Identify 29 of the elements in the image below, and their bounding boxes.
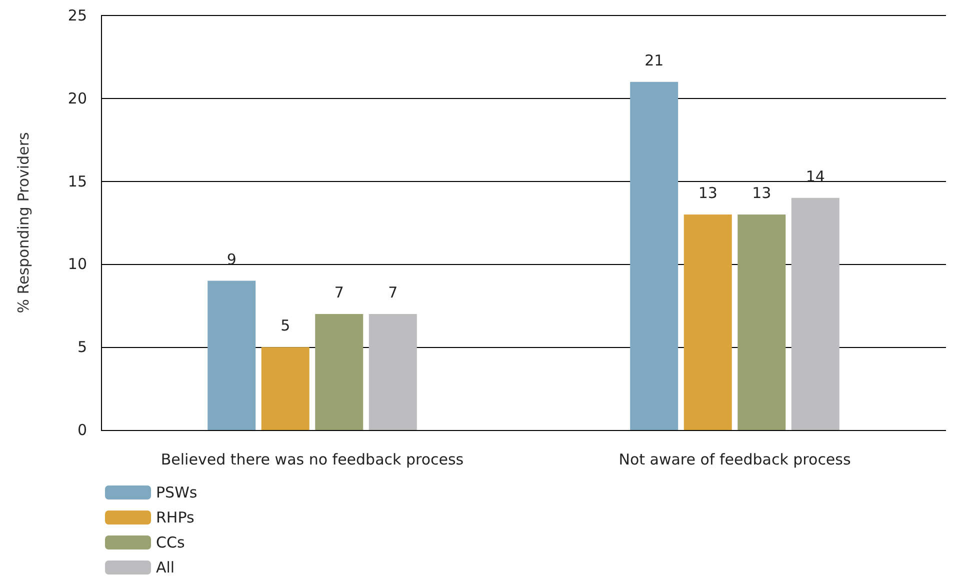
data-label: 7: [334, 283, 344, 302]
legend-label: All: [156, 558, 175, 576]
bar: [738, 214, 786, 430]
legend-label: CCs: [156, 534, 185, 552]
x-tick-label: Not aware of feedback process: [618, 450, 851, 468]
y-axis-title: % Responding Providers: [14, 132, 32, 314]
bar: [208, 280, 256, 430]
y-tick-label: 20: [68, 89, 87, 108]
y-tick-label: 10: [68, 255, 87, 274]
bar: [368, 314, 417, 430]
bar: [791, 198, 840, 430]
data-label: 14: [806, 167, 825, 186]
bar: [315, 314, 364, 430]
data-label: 9: [226, 250, 236, 268]
legend-label: RHPs: [156, 508, 194, 526]
x-tick-label: Believed there was no feedback process: [160, 450, 464, 468]
data-label: 5: [280, 316, 290, 335]
data-label: 21: [644, 51, 664, 70]
legend-label: PSWs: [156, 484, 198, 502]
y-tick-label: 25: [68, 6, 87, 24]
bar: [630, 82, 678, 430]
y-tick-label: 15: [68, 172, 87, 190]
data-label: 7: [388, 283, 398, 302]
bar: [261, 347, 310, 430]
data-label: 13: [752, 184, 772, 202]
data-label: 13: [698, 184, 718, 202]
y-tick-label: 5: [77, 338, 87, 356]
bar: [684, 214, 732, 430]
y-tick-label: 0: [77, 421, 87, 439]
